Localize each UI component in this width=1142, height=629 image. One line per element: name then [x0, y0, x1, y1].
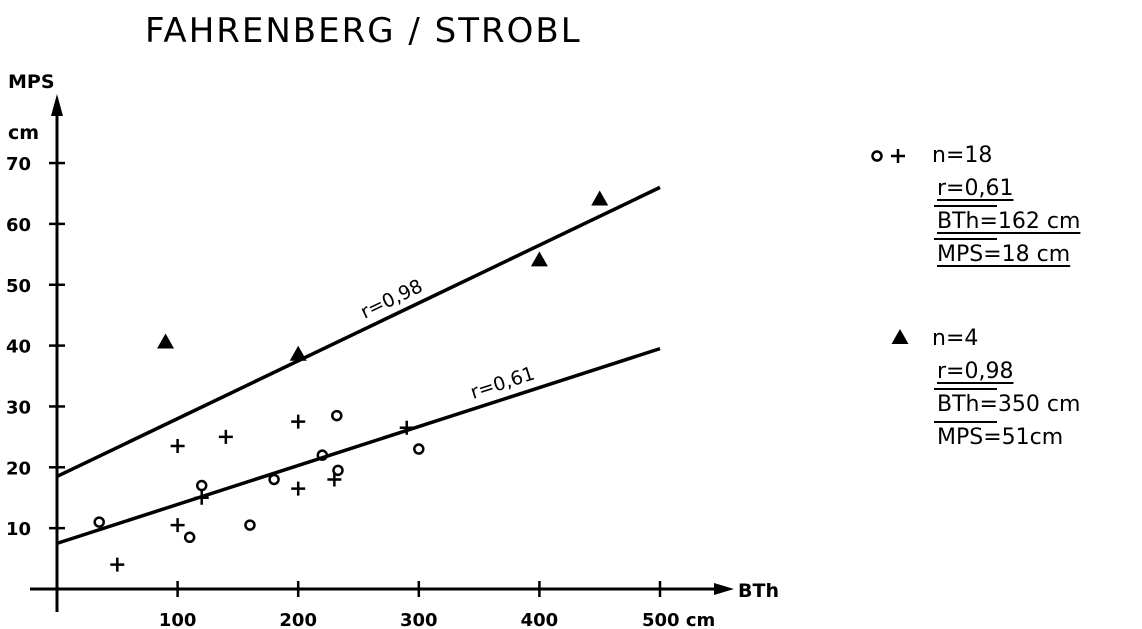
- regression-line: [56, 185, 661, 479]
- legend-line: n=18: [932, 143, 992, 168]
- x-tick-label: 500 cm: [642, 610, 715, 629]
- triangle-point: [591, 190, 609, 206]
- axes: 100 200 300 400 500 cm 10 20 30 40 50 60 70: [6, 94, 734, 629]
- y-tick-label: 70: [6, 154, 31, 175]
- y-tick-label: 10: [6, 519, 31, 540]
- y-axis-arrow: [51, 94, 63, 116]
- legend-line: r=0,98: [937, 359, 1013, 384]
- plus-point: [218, 429, 233, 444]
- circle-point: [244, 519, 256, 531]
- data-points: [93, 190, 609, 572]
- plus-point: [399, 420, 414, 435]
- y-tick-label: 40: [6, 337, 31, 358]
- legend-line: MPS=18 cm: [937, 242, 1070, 267]
- chart-title: FAHRENBERG / STROBL: [145, 11, 582, 51]
- legend-plus-symbol: [891, 149, 905, 163]
- x-tick-label: 100: [159, 610, 197, 629]
- legend-line: MPS=51cm: [937, 425, 1063, 450]
- plus-point: [110, 557, 125, 572]
- circle-point: [331, 409, 343, 422]
- plus-point: [194, 490, 209, 505]
- x-axis-label: BTh: [738, 580, 779, 602]
- y-axis-label: MPS: [8, 71, 55, 93]
- regression-line: [56, 346, 661, 546]
- circle-point: [268, 473, 280, 486]
- x-tick-label: 300: [400, 610, 438, 629]
- legend-line: r=0,61: [937, 176, 1013, 201]
- regression-lines: r=0,61r=0,98: [56, 185, 661, 546]
- triangle-point: [289, 345, 307, 361]
- x-axis-arrow: [714, 583, 734, 595]
- y-tick-label: 60: [6, 215, 31, 236]
- y-tick-label: 30: [6, 397, 31, 418]
- plus-point: [170, 518, 185, 533]
- regression-label: r=0,61: [468, 363, 538, 404]
- x-tick-label: 200: [279, 610, 317, 629]
- plus-point: [291, 414, 306, 429]
- legend-line: BTh=350 cm: [937, 392, 1080, 417]
- circle-point: [332, 464, 344, 477]
- legend-line: n=4: [932, 326, 978, 351]
- legend-line: BTh=162 cm: [937, 209, 1080, 234]
- plus-point: [291, 481, 306, 496]
- legend-triangle-symbol: [891, 329, 909, 344]
- triangle-point: [530, 251, 548, 267]
- circle-point: [93, 516, 105, 528]
- y-tick-label: 20: [6, 458, 31, 479]
- circle-point: [195, 479, 208, 492]
- legend-circle-symbol: [871, 150, 883, 162]
- circle-point: [316, 449, 329, 461]
- legend: n=18 r=0,61 BTh=162 cm MPS=18 cm n=4 r=0,98 BT…: [871, 143, 1081, 450]
- circle-point: [183, 531, 196, 544]
- circle-point: [413, 443, 425, 455]
- x-tick-label: 400: [521, 610, 559, 629]
- plus-point: [327, 472, 342, 487]
- y-tick-label: 50: [6, 276, 31, 297]
- triangle-point: [157, 333, 175, 349]
- y-axis-unit: cm: [8, 122, 39, 144]
- plus-point: [170, 439, 185, 454]
